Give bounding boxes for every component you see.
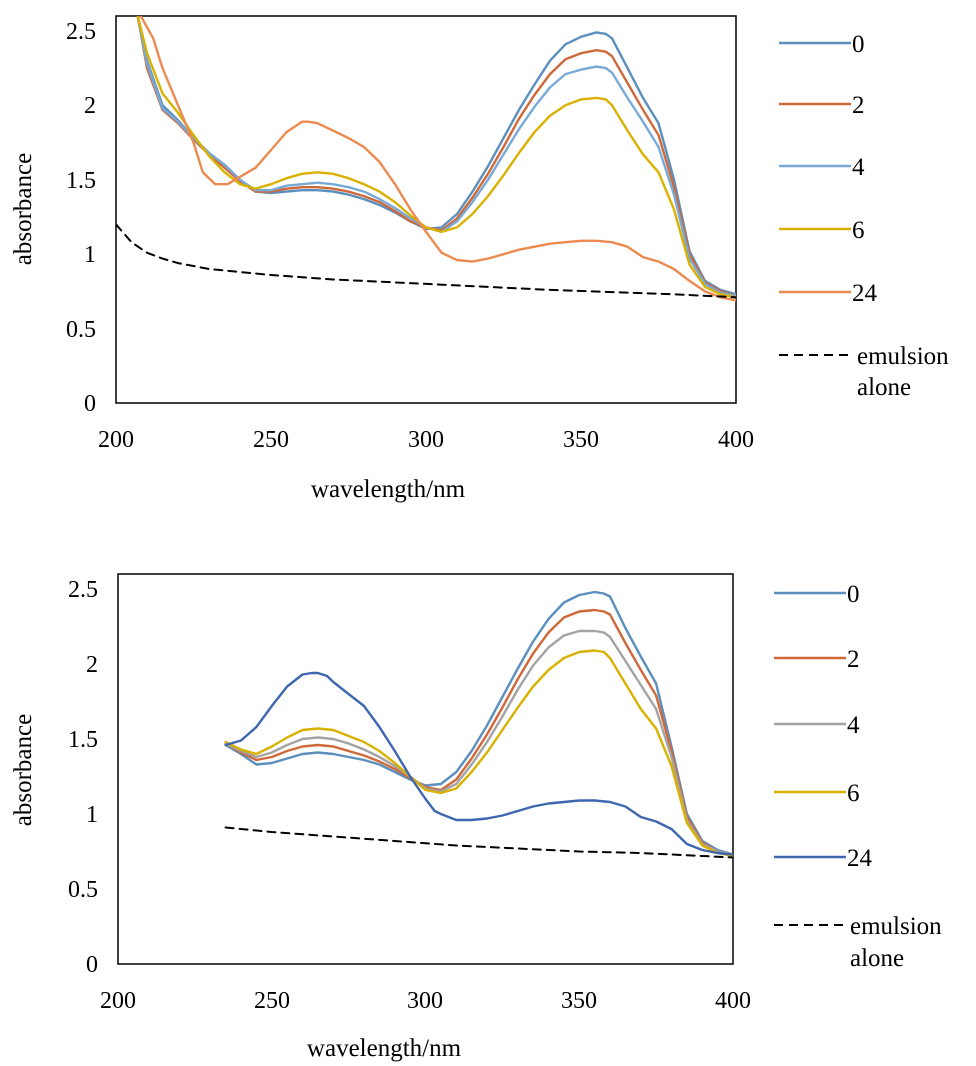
chart-bottom: 0 0.5 1 1.5 2 2.5 200 250 300 350 400 wa… bbox=[10, 573, 942, 1062]
x-tick-label: 200 bbox=[98, 427, 134, 453]
y-tick-label: 1.5 bbox=[66, 168, 96, 194]
x-tick-label: 400 bbox=[718, 427, 754, 453]
series-line-24 bbox=[139, 16, 736, 302]
x-tick-label: 200 bbox=[100, 988, 136, 1014]
x-tick-labels: 200 250 300 350 400 bbox=[100, 988, 751, 1014]
y-tick-label: 0.5 bbox=[66, 317, 96, 343]
y-tick-labels: 0 0.5 1 1.5 2 2.5 bbox=[66, 19, 96, 417]
series-layer bbox=[224, 590, 733, 859]
series-line-0 bbox=[224, 590, 733, 856]
series-line-6 bbox=[224, 649, 733, 858]
legend-item: 0 bbox=[779, 31, 865, 58]
legend-label: emulsion bbox=[857, 343, 949, 370]
series-line-0 bbox=[136, 16, 736, 296]
x-tick-label: 400 bbox=[715, 988, 751, 1014]
y-tick-label: 0 bbox=[86, 952, 98, 978]
legend-label: 4 bbox=[852, 154, 865, 181]
y-tick-label: 2 bbox=[84, 93, 96, 119]
y-tick-label: 2 bbox=[86, 652, 98, 678]
series-layer bbox=[116, 16, 736, 302]
legend-item: 6 bbox=[774, 780, 860, 807]
legend-label-line2: alone bbox=[857, 374, 911, 401]
y-tick-label: 2.5 bbox=[68, 577, 98, 603]
legend-item: 24 bbox=[774, 845, 873, 872]
legend-item: 4 bbox=[774, 712, 860, 739]
legend: 0 2 4 6 24 emulsion alone bbox=[774, 581, 942, 972]
y-tick-label: 1 bbox=[84, 242, 96, 268]
x-tick-label: 350 bbox=[563, 427, 599, 453]
legend-label-line2: alone bbox=[850, 945, 904, 972]
series-line-4 bbox=[136, 16, 736, 297]
legend-item: 2 bbox=[774, 646, 860, 673]
plot-area-frame bbox=[115, 15, 737, 404]
legend-label: emulsion bbox=[850, 913, 942, 940]
x-tick-label: 250 bbox=[253, 427, 289, 453]
legend-item: 2 bbox=[779, 92, 865, 119]
series-line-24 bbox=[224, 671, 733, 856]
legend-item: 6 bbox=[779, 217, 865, 244]
x-tick-label: 300 bbox=[408, 427, 444, 453]
legend-label: 24 bbox=[847, 845, 873, 872]
legend-item: 24 bbox=[779, 280, 878, 307]
y-tick-label: 0 bbox=[84, 391, 96, 417]
legend-label: 4 bbox=[847, 712, 860, 739]
y-tick-labels: 0 0.5 1 1.5 2 2.5 bbox=[68, 577, 98, 978]
legend-label: 2 bbox=[847, 646, 860, 673]
legend-label: 2 bbox=[852, 92, 865, 119]
legend: 0 2 4 6 24 emulsion alone bbox=[779, 31, 949, 401]
y-tick-label: 1.5 bbox=[68, 727, 98, 753]
legend-label: 6 bbox=[847, 780, 860, 807]
legend-item: emulsion alone bbox=[779, 343, 949, 401]
series-line-2 bbox=[136, 16, 736, 297]
series-line-emulsion-alone bbox=[224, 826, 733, 859]
y-tick-label: 1 bbox=[86, 802, 98, 828]
legend-label: 0 bbox=[847, 581, 860, 608]
legend-label: 24 bbox=[852, 280, 878, 307]
y-axis-title: absorbance bbox=[10, 714, 37, 826]
series-line-4 bbox=[224, 629, 733, 856]
x-axis-title: wavelength/nm bbox=[307, 1035, 462, 1062]
legend-label: 0 bbox=[852, 31, 865, 58]
plot-area-frame bbox=[117, 573, 734, 965]
legend-item: 4 bbox=[779, 154, 865, 181]
x-tick-labels: 200 250 300 350 400 bbox=[98, 427, 754, 453]
x-tick-label: 350 bbox=[561, 988, 597, 1014]
y-tick-label: 0.5 bbox=[68, 877, 98, 903]
x-axis-title: wavelength/nm bbox=[311, 476, 466, 503]
series-line-2 bbox=[224, 608, 733, 856]
x-tick-label: 300 bbox=[407, 988, 443, 1014]
y-axis-title: absorbance bbox=[10, 153, 37, 265]
legend-item: emulsion alone bbox=[774, 913, 942, 972]
series-line-emulsion-alone bbox=[116, 223, 736, 299]
chart-top: 0 0.5 1 1.5 2 2.5 200 250 300 350 400 wa… bbox=[10, 15, 949, 503]
legend-item: 0 bbox=[774, 581, 860, 608]
series-line-6 bbox=[136, 16, 736, 299]
legend-label: 6 bbox=[852, 217, 865, 244]
x-tick-label: 250 bbox=[254, 988, 290, 1014]
y-tick-label: 2.5 bbox=[66, 19, 96, 45]
